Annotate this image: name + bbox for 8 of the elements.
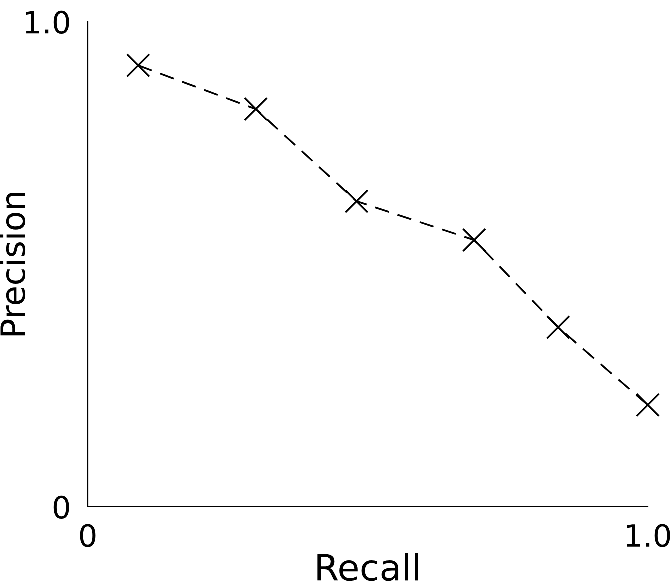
point	[636, 393, 660, 418]
point	[462, 228, 486, 252]
point	[126, 54, 150, 78]
point	[244, 97, 268, 122]
point	[344, 189, 369, 214]
y-axis-title: Precision	[0, 192, 26, 336]
x-axis-title: Recall	[318, 553, 418, 582]
point	[546, 316, 570, 340]
